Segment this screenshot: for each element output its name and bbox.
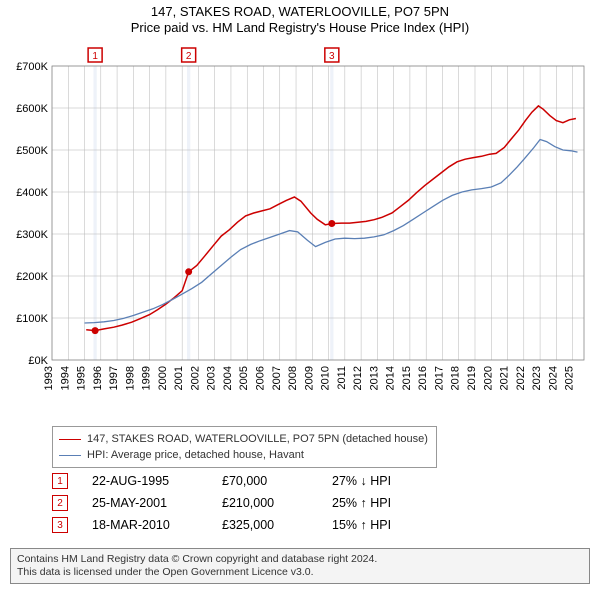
legend-swatch [59,439,81,440]
svg-text:2025: 2025 [564,366,576,390]
sale-row: 2 25-MAY-2001 £210,000 25% ↑ HPI [52,492,452,514]
svg-text:2013: 2013 [368,366,380,390]
svg-text:£200K: £200K [16,271,48,283]
legend-label: 147, STAKES ROAD, WATERLOOVILLE, PO7 5PN… [87,433,428,445]
svg-text:2004: 2004 [222,366,234,390]
chart-frame: 147, STAKES ROAD, WATERLOOVILLE, PO7 5PN… [0,0,600,590]
svg-text:2022: 2022 [515,366,527,390]
titles: 147, STAKES ROAD, WATERLOOVILLE, PO7 5PN… [0,0,600,35]
chart-area: £0K £100K £200K £300K £400K £500K £600K £700K 19… [10,46,590,416]
svg-text:2002: 2002 [189,366,201,390]
sale-row: 1 22-AUG-1995 £70,000 27% ↓ HPI [52,470,452,492]
license-footer: Contains HM Land Registry data © Crown c… [10,548,590,584]
svg-text:1996: 1996 [92,366,104,390]
sale-date: 25-MAY-2001 [92,496,222,510]
sale-price: £70,000 [222,474,332,488]
svg-text:2009: 2009 [303,366,315,390]
sale-marker: 3 [52,517,68,533]
svg-text:1998: 1998 [124,366,136,390]
svg-text:1994: 1994 [59,366,71,390]
sale-pct: 15% ↑ HPI [332,518,452,532]
sale-date: 18-MAR-2010 [92,518,222,532]
legend: 147, STAKES ROAD, WATERLOOVILLE, PO7 5PN… [52,426,437,468]
svg-text:£400K: £400K [16,187,48,199]
svg-text:1999: 1999 [141,366,153,390]
svg-text:2001: 2001 [173,366,185,390]
legend-row: 147, STAKES ROAD, WATERLOOVILLE, PO7 5PN… [59,431,428,447]
svg-text:2003: 2003 [206,366,218,390]
svg-text:1995: 1995 [76,366,88,390]
sale-marker: 2 [52,495,68,511]
legend-label: HPI: Average price, detached house, Hava… [87,449,304,461]
sale-date: 22-AUG-1995 [92,474,222,488]
subtitle: Price paid vs. HM Land Registry's House … [0,20,600,35]
svg-text:2006: 2006 [254,366,266,390]
svg-text:1993: 1993 [43,366,55,390]
sale-price: £325,000 [222,518,332,532]
svg-text:2014: 2014 [385,366,397,390]
sale-pct: 27% ↓ HPI [332,474,452,488]
sale-pct: 25% ↑ HPI [332,496,452,510]
sale-marker: 1 [52,473,68,489]
svg-text:2007: 2007 [271,366,283,390]
svg-text:2015: 2015 [401,366,413,390]
legend-row: HPI: Average price, detached house, Hava… [59,447,428,463]
svg-text:2000: 2000 [157,366,169,390]
svg-text:1: 1 [92,51,98,62]
svg-text:2005: 2005 [238,366,250,390]
svg-text:2024: 2024 [547,366,559,390]
svg-text:2019: 2019 [466,366,478,390]
svg-text:£0K: £0K [28,355,48,367]
svg-text:2017: 2017 [433,366,445,390]
svg-text:2008: 2008 [287,366,299,390]
legend-swatch [59,455,81,456]
svg-text:2011: 2011 [336,366,348,390]
svg-text:2012: 2012 [352,366,364,390]
svg-text:2018: 2018 [450,366,462,390]
svg-text:£500K: £500K [16,145,48,157]
svg-text:2020: 2020 [482,366,494,390]
svg-text:£600K: £600K [16,103,48,115]
svg-text:2016: 2016 [417,366,429,390]
sales-table: 1 22-AUG-1995 £70,000 27% ↓ HPI 2 25-MAY… [52,470,452,536]
svg-text:1997: 1997 [108,366,120,390]
svg-text:2021: 2021 [499,366,511,390]
address-title: 147, STAKES ROAD, WATERLOOVILLE, PO7 5PN [0,4,600,19]
sale-row: 3 18-MAR-2010 £325,000 15% ↑ HPI [52,514,452,536]
footer-line: This data is licensed under the Open Gov… [17,566,583,579]
svg-text:2010: 2010 [320,366,332,390]
svg-text:£700K: £700K [16,61,48,73]
svg-text:£300K: £300K [16,229,48,241]
svg-text:£100K: £100K [16,313,48,325]
svg-text:3: 3 [329,51,335,62]
svg-text:2: 2 [186,51,192,62]
footer-line: Contains HM Land Registry data © Crown c… [17,553,583,566]
svg-text:2023: 2023 [531,366,543,390]
chart-svg: £0K £100K £200K £300K £400K £500K £600K £700K 19… [10,46,590,416]
sale-price: £210,000 [222,496,332,510]
